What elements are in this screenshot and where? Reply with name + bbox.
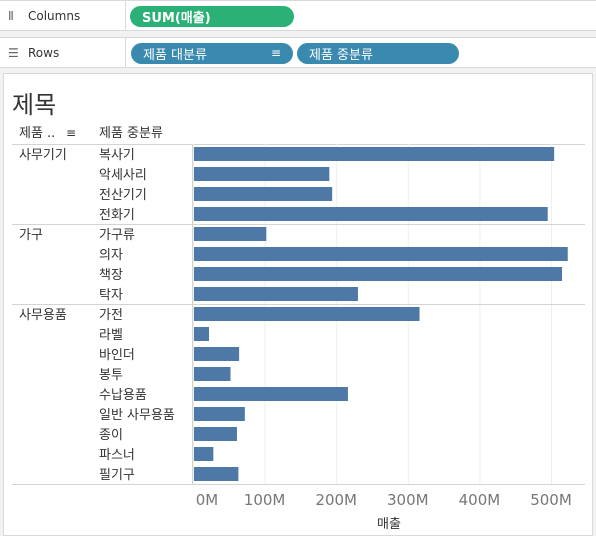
category-label: 수납용품 [99,388,147,403]
x-tick-label: 100M [244,491,286,509]
bar[interactable] [194,367,231,381]
category-label: 가전 [99,308,123,323]
category-label: 필기구 [99,468,135,483]
category-label: 악세사리 [99,168,147,183]
bar[interactable] [194,387,348,401]
sort-descending-icon[interactable]: ≡ [270,46,281,60]
bar[interactable] [194,407,245,421]
sum-sales-pill-text: SUM(매출) [142,11,211,26]
bar[interactable] [194,147,555,161]
category-label: 책장 [99,268,123,283]
subcategory-pill[interactable]: 제품 중분류 [297,43,459,64]
group-label: 사무용품 [19,308,67,323]
x-tick-label: 400M [459,491,501,509]
row-header-category: 제품 .. [19,126,55,141]
bar[interactable] [194,287,358,301]
header-sort-icon[interactable]: ≡ [66,126,76,140]
columns-label-text: Columns [28,8,81,23]
category-label: 종이 [99,428,123,443]
x-tick-label: 0M [196,491,219,509]
category-label: 복사기 [99,148,135,163]
bar[interactable] [194,327,210,341]
x-tick-label: 500M [530,491,572,509]
bar[interactable] [194,227,267,241]
bar[interactable] [194,467,239,481]
category-label: 전화기 [99,208,135,223]
category-label: 봉투 [99,368,123,383]
rows-shelf-label: ☰ Rows [0,38,126,67]
subcategory-pill-text: 제품 중분류 [309,48,373,63]
category-label: 바인더 [99,348,135,363]
bar[interactable] [194,167,330,181]
x-tick-label: 300M [387,491,429,509]
category-label: 파스너 [99,448,135,463]
sum-sales-pill[interactable]: SUM(매출) [130,6,294,27]
group-label: 가구 [19,228,43,243]
x-tick-label: 200M [315,491,357,509]
bar[interactable] [194,307,420,321]
bar[interactable] [194,447,214,461]
category-label: 가구류 [99,228,135,243]
bar[interactable] [194,187,333,201]
category-label: 일반 사무용품 [99,408,175,423]
columns-shelf[interactable]: Ⅱ Columns SUM(매출) [0,0,596,31]
category-label: 전산기기 [99,188,147,203]
category-pill-text: 제품 대분류 [143,48,207,63]
chart-title: 제목 [12,91,57,119]
group-label: 사무기기 [19,148,67,163]
category-label: 의자 [99,248,123,263]
columns-icon: Ⅱ [8,8,14,23]
bar[interactable] [194,267,563,281]
bar[interactable] [194,347,240,361]
rows-shelf[interactable]: ☰ Rows 제품 대분류 ≡ 제품 중분류 [0,37,596,68]
bar[interactable] [194,247,568,261]
rows-icon: ☰ [8,45,19,60]
row-header-subcategory: 제품 중분류 [99,126,163,141]
bar[interactable] [194,207,548,221]
category-label: 탁자 [99,288,123,303]
category-label: 라벨 [99,328,123,343]
rows-label-text: Rows [28,45,60,60]
bar[interactable] [194,427,237,441]
columns-shelf-label: Ⅱ Columns [0,1,126,30]
x-axis-title: 매출 [377,517,401,532]
category-pill[interactable]: 제품 대분류 ≡ [131,43,293,64]
